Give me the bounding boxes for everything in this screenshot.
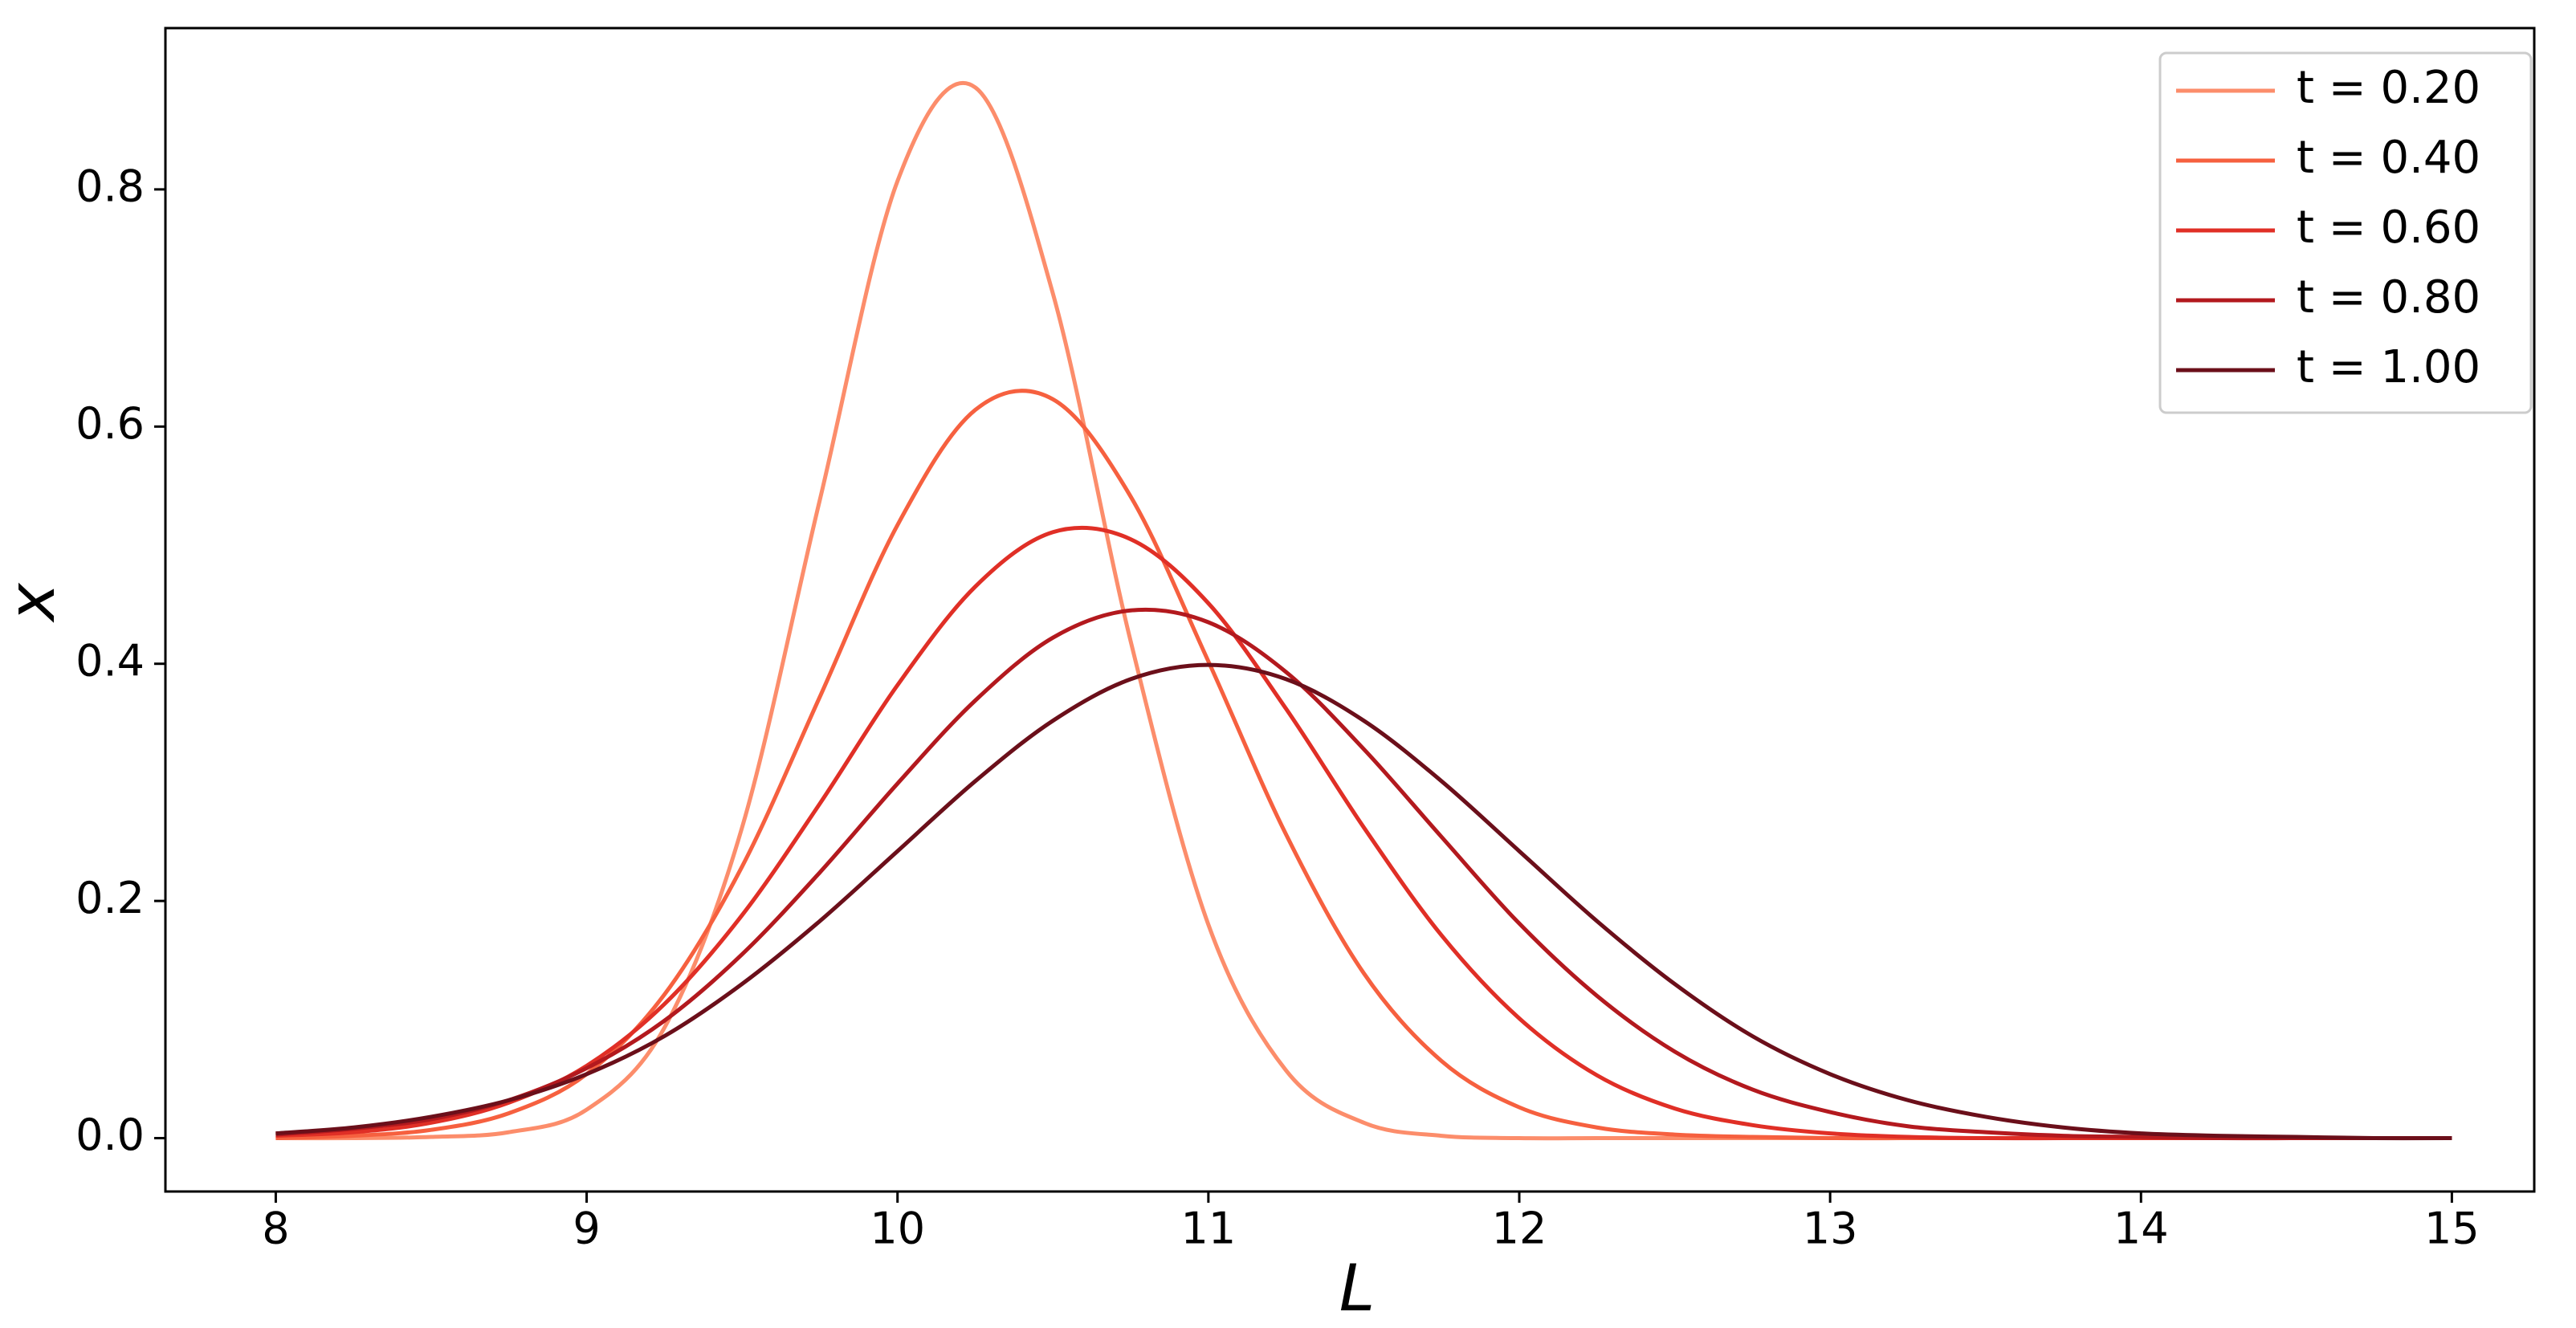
legend: t = 0.20 t = 0.40 t = 0.60 t = 0.80 t = 1.00 — [2158, 51, 2533, 414]
y-tick-label: 0.0 — [75, 1110, 145, 1160]
y-tick-label: 0.8 — [75, 161, 145, 212]
legend-label: t = 0.20 — [2297, 62, 2480, 114]
y-tick-label: 0.4 — [75, 635, 145, 686]
x-tick-label: 15 — [2424, 1204, 2480, 1254]
x-tick-label: 11 — [1180, 1204, 1236, 1254]
x-axis-label: L — [1339, 1251, 1376, 1326]
x-tick-label: 12 — [1492, 1204, 1547, 1254]
line-series — [275, 607, 2452, 1141]
y-tick-label: 0.2 — [75, 873, 145, 923]
x-tick-label: 14 — [2113, 1204, 2169, 1254]
legend-label: t = 1.00 — [2297, 341, 2480, 393]
y-axis-label: x — [0, 582, 69, 624]
legend-label: t = 0.60 — [2297, 202, 2480, 254]
x-tick-label: 8 — [262, 1204, 289, 1254]
x-tick-label: 13 — [1803, 1204, 1858, 1254]
legend-label: t = 0.80 — [2297, 271, 2480, 324]
plot-frame — [164, 26, 2536, 1193]
legend-label: t = 0.40 — [2297, 132, 2480, 184]
line-series — [275, 662, 2452, 1141]
x-tick-label: 10 — [870, 1204, 925, 1254]
x-tick-label: 9 — [573, 1204, 600, 1254]
y-tick-label: 0.6 — [75, 398, 145, 449]
legend-box — [2158, 51, 2533, 414]
line-series — [275, 525, 2452, 1141]
